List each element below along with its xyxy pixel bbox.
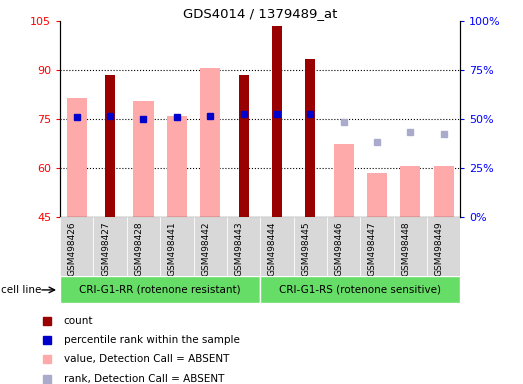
Text: cell line: cell line [1,285,41,295]
Text: GSM498427: GSM498427 [101,222,110,276]
Text: GSM498445: GSM498445 [301,222,310,276]
Text: count: count [64,316,93,326]
Text: GSM498441: GSM498441 [168,222,177,276]
Bar [334,144,354,217]
Bar [400,166,420,217]
Text: GSM498444: GSM498444 [268,222,277,276]
FancyBboxPatch shape [60,276,260,303]
Bar [272,26,282,217]
Text: GSM498426: GSM498426 [68,222,77,276]
FancyBboxPatch shape [394,217,427,276]
FancyBboxPatch shape [427,217,460,276]
FancyBboxPatch shape [127,217,160,276]
Text: value, Detection Call = ABSENT: value, Detection Call = ABSENT [64,354,229,364]
FancyBboxPatch shape [160,217,194,276]
Text: GSM498442: GSM498442 [201,222,210,276]
Text: GSM498443: GSM498443 [234,222,244,276]
FancyBboxPatch shape [60,217,94,276]
Text: GSM498449: GSM498449 [435,222,444,276]
Text: GSM498447: GSM498447 [368,222,377,276]
FancyBboxPatch shape [293,217,327,276]
FancyBboxPatch shape [260,217,293,276]
Bar [133,101,154,217]
Text: CRI-G1-RR (rotenone resistant): CRI-G1-RR (rotenone resistant) [79,285,241,295]
Bar [105,75,115,217]
FancyBboxPatch shape [327,217,360,276]
Text: rank, Detection Call = ABSENT: rank, Detection Call = ABSENT [64,374,224,384]
Bar [200,68,220,217]
Bar [167,116,187,217]
FancyBboxPatch shape [227,217,260,276]
FancyBboxPatch shape [94,217,127,276]
FancyBboxPatch shape [360,217,394,276]
Bar [305,59,315,217]
Bar [238,75,248,217]
Text: CRI-G1-RS (rotenone sensitive): CRI-G1-RS (rotenone sensitive) [279,285,441,295]
Bar [367,173,387,217]
Bar [67,98,87,217]
Text: percentile rank within the sample: percentile rank within the sample [64,335,240,345]
Text: GSM498446: GSM498446 [335,222,344,276]
Text: GSM498448: GSM498448 [401,222,410,276]
Title: GDS4014 / 1379489_at: GDS4014 / 1379489_at [183,7,337,20]
FancyBboxPatch shape [194,217,227,276]
Bar [434,166,453,217]
FancyBboxPatch shape [260,276,460,303]
Text: GSM498428: GSM498428 [134,222,143,276]
